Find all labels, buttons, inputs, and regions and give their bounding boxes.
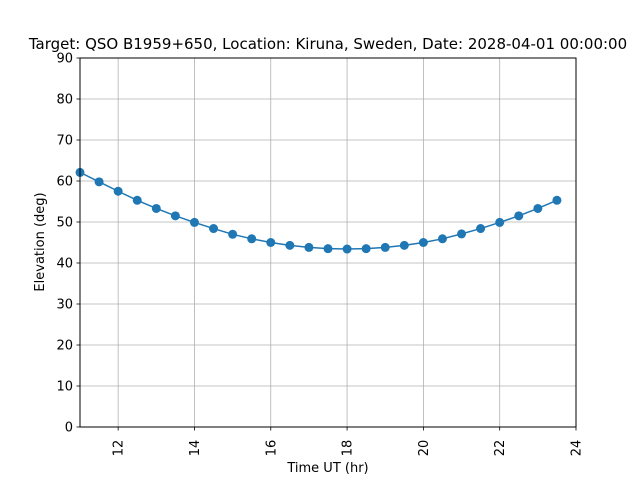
x-tick-label: 12: [112, 440, 127, 457]
data-point: [380, 242, 390, 252]
data-point: [94, 177, 104, 187]
data-point: [209, 224, 219, 234]
data-point: [323, 244, 333, 254]
data-point: [552, 195, 562, 205]
y-tick-label: 20: [56, 339, 73, 354]
data-point: [170, 211, 180, 221]
y-tick-label: 50: [56, 216, 73, 231]
data-point: [113, 186, 123, 196]
y-tick-label: 40: [56, 257, 73, 272]
axes: 12 14 16 18 20 22 24 0 10 20 30 40 50 60 70 80 90: [56, 52, 584, 457]
y-tick-label: 10: [56, 380, 73, 395]
data-point: [437, 234, 447, 244]
data-point: [247, 234, 257, 244]
y-tick-label: 30: [56, 298, 73, 313]
data-point: [285, 240, 295, 250]
x-axis-label: Time UT (hr): [286, 461, 368, 476]
x-tick-label: 18: [341, 440, 356, 457]
grid-lines: [80, 57, 577, 428]
data-point: [228, 229, 238, 239]
x-tick-label: 14: [188, 440, 203, 457]
x-tick-label: 20: [417, 440, 432, 457]
x-tick-label: 16: [264, 440, 279, 457]
y-tick-label: 80: [56, 93, 73, 108]
y-tick-label: 0: [65, 421, 73, 436]
data-point: [514, 211, 524, 221]
series-elevation: [75, 167, 562, 254]
data-point: [132, 195, 142, 205]
data-point: [361, 244, 371, 254]
data-point: [533, 203, 543, 213]
data-point: [342, 244, 352, 254]
y-tick-label: 60: [56, 175, 73, 190]
data-point: [304, 242, 314, 252]
data-point: [457, 229, 467, 239]
data-point: [476, 224, 486, 234]
y-axis-label: Elevation (deg): [33, 192, 48, 291]
data-point: [418, 238, 428, 247]
chart-title: Target: QSO B1959+650, Location: Kiruna,…: [28, 35, 627, 53]
data-point: [151, 203, 161, 213]
x-tick-label: 24: [570, 440, 585, 457]
plot-frame: [79, 57, 577, 428]
series-line: [79, 171, 558, 250]
data-point: [189, 217, 199, 227]
data-point: [495, 217, 505, 227]
data-point: [399, 240, 409, 250]
y-tick-label: 70: [56, 134, 73, 149]
y-tick-label: 90: [56, 52, 73, 67]
data-point: [266, 238, 276, 247]
x-tick-label: 22: [493, 440, 508, 457]
